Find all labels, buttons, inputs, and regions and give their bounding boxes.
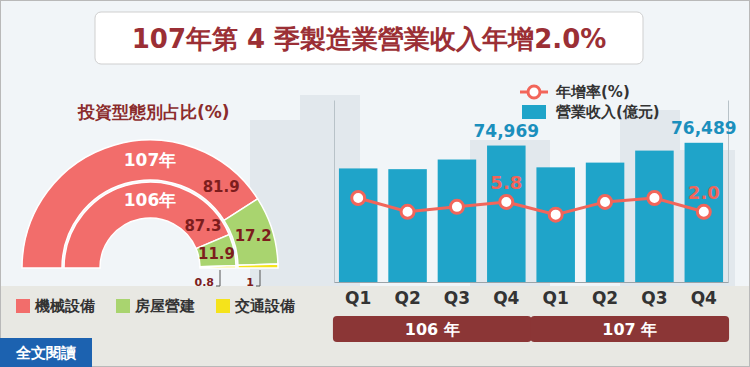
x-axis: Q1 Q2 Q3 Q4 Q1 Q2 Q3 Q4 — [335, 282, 729, 308]
legend-swatch — [16, 299, 30, 313]
read-more-button[interactable]: 全文閱讀 — [0, 338, 92, 367]
tick-label: Q1 — [345, 288, 371, 308]
donut-marks — [22, 140, 278, 268]
marker — [599, 195, 612, 208]
data-label: 17.2 — [235, 227, 272, 245]
tick: Q1 — [543, 282, 569, 308]
tick: Q4 — [493, 282, 519, 308]
button-bg[interactable] — [0, 338, 92, 367]
marker — [697, 205, 710, 218]
legend-swatch — [522, 105, 546, 119]
data-label: 11.9 — [198, 245, 235, 263]
tick-label: Q1 — [543, 288, 569, 308]
group-label: 106 年 — [405, 320, 460, 339]
ring-label: 106年 — [124, 190, 177, 210]
marker — [549, 208, 562, 221]
plot-labels: 74,969 76,489 5.8 2.0 — [474, 118, 737, 203]
bar — [487, 146, 526, 282]
legend: 機械設備 房屋營建 交通設備 — [16, 297, 295, 315]
tick-label: Q4 — [691, 288, 717, 308]
label-leader — [256, 270, 260, 286]
bar — [536, 167, 575, 282]
marker — [401, 205, 414, 218]
data-label: 76,489 — [671, 118, 737, 138]
marker — [352, 192, 365, 205]
y-axis — [334, 101, 335, 283]
ground — [0, 286, 750, 367]
marker — [450, 200, 463, 213]
label-leader — [216, 270, 220, 286]
title-box — [95, 12, 643, 64]
tick: Q1 — [345, 282, 371, 308]
legend-label: 房屋營建 — [134, 297, 195, 315]
tick-label: Q4 — [493, 288, 519, 308]
donut-slice — [22, 140, 258, 268]
marker — [500, 195, 513, 208]
legend-swatch — [528, 86, 540, 98]
donut-slice — [238, 264, 278, 268]
data-label: 5.8 — [490, 172, 522, 193]
data-label: 2.0 — [688, 182, 720, 203]
group-label: 107 年 — [602, 320, 657, 339]
bar — [586, 163, 625, 282]
axis-line — [334, 101, 335, 283]
donut-slice — [200, 266, 236, 268]
data-label: 0.8 — [195, 276, 215, 289]
data-label: 87.3 — [184, 217, 221, 235]
bar — [388, 169, 427, 282]
tick-label: Q2 — [394, 288, 420, 308]
bar — [339, 168, 378, 282]
axis-line — [335, 282, 729, 283]
background-buildings — [250, 95, 735, 290]
bar — [685, 143, 724, 282]
tick-label: Q3 — [641, 288, 667, 308]
plot-marks — [339, 143, 723, 282]
title: 107年第 4 季製造業營業收入年增2.0% — [132, 24, 607, 54]
tick: Q4 — [691, 282, 717, 308]
data-label: 74,969 — [474, 121, 540, 141]
tick-label: Q3 — [444, 288, 470, 308]
tick-label: Q2 — [592, 288, 618, 308]
group-box — [530, 316, 729, 342]
legend-label: 年增率(%) — [555, 83, 630, 101]
legend-label: 交通設備 — [234, 297, 295, 315]
frame — [1, 1, 750, 367]
legend-swatch — [116, 299, 130, 313]
tick: Q2 — [394, 282, 420, 308]
legend-swatch — [216, 299, 230, 313]
ring-label: 107年 — [124, 150, 177, 170]
group-box — [333, 316, 532, 342]
tick: Q3 — [641, 282, 667, 308]
bar — [438, 160, 477, 282]
infographic: 107年第 4 季製造業營業收入年增2.0% 投資型態別占比(%) 107年 81.9… — [0, 0, 750, 367]
tick: Q2 — [592, 282, 618, 308]
marker — [648, 192, 661, 205]
data-label: 1 — [246, 276, 254, 289]
background — [0, 0, 750, 367]
donut-slice — [196, 235, 236, 267]
legend: 年增率(%) 營業收入(億元) — [520, 83, 660, 121]
donut-chart: 投資型態別占比(%) 107年 81.9 17.2 1 106年 87.3 11.9 0.8 — [22, 102, 278, 289]
legend-label: 營業收入(億元) — [556, 103, 660, 121]
combo-chart: 74,969 76,489 5.8 2.0 Q1 Q2 Q3 Q4 Q1 Q2 Q3 Q4 106 年 1… — [333, 83, 737, 342]
button-label[interactable]: 全文閱讀 — [15, 344, 77, 362]
legend-label: 機械設備 — [34, 297, 95, 315]
tick: Q3 — [444, 282, 470, 308]
data-label: 81.9 — [203, 178, 240, 196]
bar — [635, 151, 674, 282]
chart-title: 投資型態別占比(%) — [77, 102, 230, 122]
donut-labels: 107年 81.9 17.2 1 106年 87.3 11.9 0.8 — [124, 150, 272, 289]
